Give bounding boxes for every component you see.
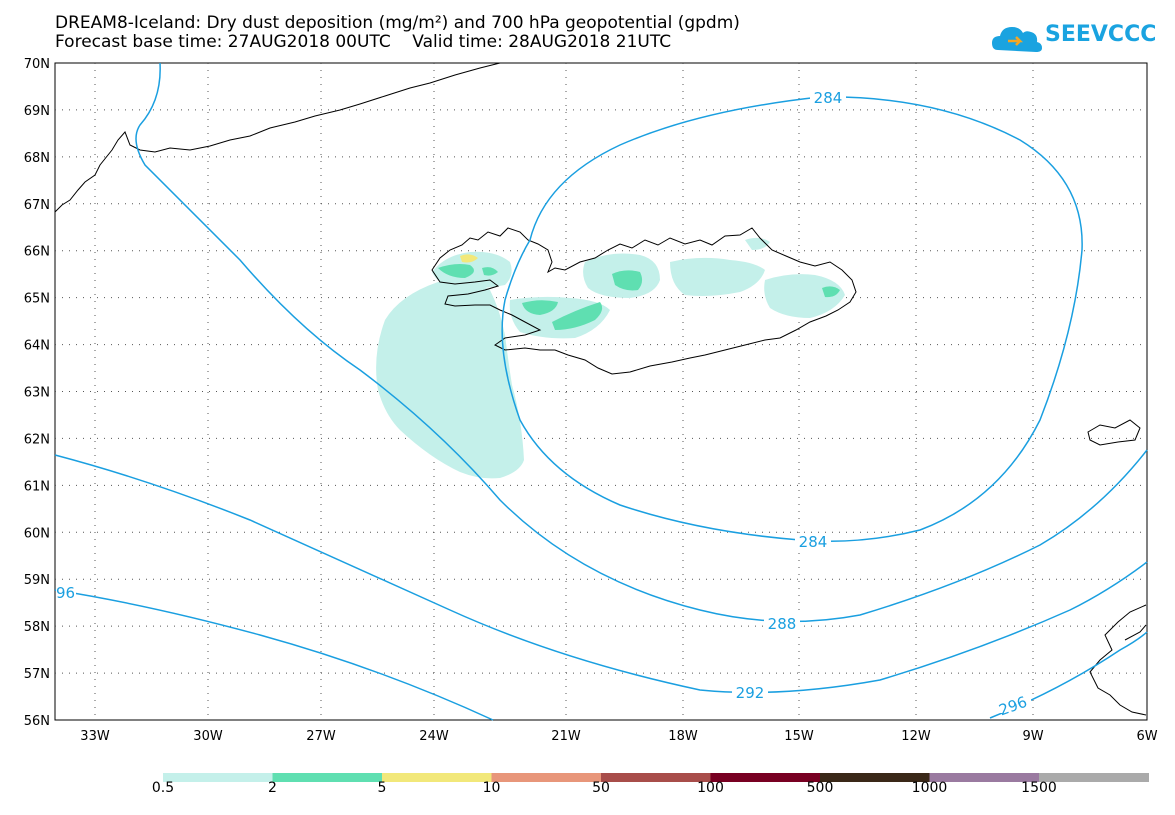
contour-296-left <box>54 589 494 721</box>
contour-label-296-edge: 96 <box>56 584 75 602</box>
scotland-coast <box>1089 604 1147 716</box>
geopotential-contours <box>54 62 1148 721</box>
logo-text: SEEVCCC <box>1045 22 1157 47</box>
lat-label: 68N <box>24 151 50 166</box>
lon-label: 21W <box>551 729 581 744</box>
contour-label-292: 292 <box>736 684 765 702</box>
legend-swatch <box>382 773 492 782</box>
lat-label: 61N <box>24 479 50 494</box>
dust-deposition-shading <box>376 237 845 479</box>
dust-area-north-small <box>745 237 770 250</box>
lon-label: 6W <box>1136 729 1157 744</box>
legend-swatch <box>929 773 1040 782</box>
cloud-logo-icon <box>992 27 1042 52</box>
lon-label: 30W <box>193 729 223 744</box>
lat-label: 66N <box>24 245 50 260</box>
contour-label-296: 296 <box>996 693 1029 720</box>
lon-label: 18W <box>668 729 698 744</box>
dust-patch-green-6 <box>822 286 840 298</box>
legend-label: 2 <box>268 780 277 796</box>
lat-label: 63N <box>24 386 50 401</box>
iceland-coast <box>431 227 857 375</box>
lon-label: 15W <box>784 729 814 744</box>
lat-label: 70N <box>24 57 50 72</box>
contour-284 <box>501 96 1083 542</box>
legend-swatch <box>272 773 383 782</box>
legend-label: 50 <box>592 780 610 796</box>
contour-288 <box>135 62 1148 623</box>
faroe-coast <box>1087 419 1141 446</box>
lat-label: 59N <box>24 573 50 588</box>
legend-label: 100 <box>697 780 724 796</box>
lat-label: 56N <box>24 714 50 729</box>
legend-label: 1500 <box>1021 780 1057 796</box>
lon-label: 33W <box>80 729 110 744</box>
legend-label: 10 <box>482 780 501 796</box>
latitude-labels: 70N 69N 68N 67N 66N 65N 64N 63N 62N 61N 60N 59N 58N 5… <box>24 57 50 729</box>
legend-label: 1000 <box>911 780 948 796</box>
contour-label-288: 288 <box>768 615 797 633</box>
contour-292 <box>54 454 1148 694</box>
lon-label: 9W <box>1022 729 1043 744</box>
hebrides-coast <box>1124 624 1147 641</box>
chart-subtitle: Forecast base time: 27AUG2018 00UTC Vali… <box>55 32 672 52</box>
graticule <box>55 63 1147 720</box>
legend-swatch <box>601 773 711 782</box>
lat-label: 62N <box>24 432 50 447</box>
legend-swatch <box>163 773 273 782</box>
lat-label: 60N <box>24 526 50 541</box>
dust-area-east <box>764 274 845 318</box>
contour-label-284-bottom: 284 <box>799 533 828 551</box>
contour-label-284-top: 284 <box>814 89 843 107</box>
lon-label: 12W <box>901 729 931 744</box>
lat-label: 67N <box>24 198 50 213</box>
legend-label: 0.5 <box>151 780 175 796</box>
legend-swatch <box>491 773 602 782</box>
dust-patch-green-3 <box>552 302 603 330</box>
legend-label: 5 <box>377 780 387 796</box>
lon-label: 24W <box>419 729 449 744</box>
contour-labels: 284 284 288 292 296 96 <box>56 89 1031 719</box>
longitude-labels: 33W 30W 27W 24W 21W 18W 15W 12W 9W 6W <box>80 729 1157 744</box>
dust-area-west <box>376 281 524 479</box>
color-legend <box>163 773 1149 782</box>
dust-patch-green-1 <box>612 270 643 291</box>
lat-label: 69N <box>24 104 50 119</box>
lat-label: 57N <box>24 667 50 682</box>
dust-patch-green-4 <box>438 264 474 278</box>
coastlines <box>54 62 1147 716</box>
legend-label: 500 <box>806 780 834 796</box>
chart-title: DREAM8-Iceland: Dry dust deposition (mg/… <box>55 13 740 33</box>
lon-label: 27W <box>306 729 336 744</box>
greenland-coast <box>54 62 501 213</box>
lat-label: 58N <box>24 620 50 635</box>
dust-area-northeast <box>670 257 765 296</box>
legend-swatch <box>820 773 930 782</box>
legend-swatch <box>710 773 821 782</box>
legend-swatch <box>1039 773 1149 782</box>
dust-patch-green-5 <box>482 267 498 276</box>
lat-label: 65N <box>24 292 50 307</box>
lat-label: 64N <box>24 339 50 354</box>
dust-patch-green-2 <box>522 300 558 315</box>
dust-patch-yellow <box>460 254 478 263</box>
